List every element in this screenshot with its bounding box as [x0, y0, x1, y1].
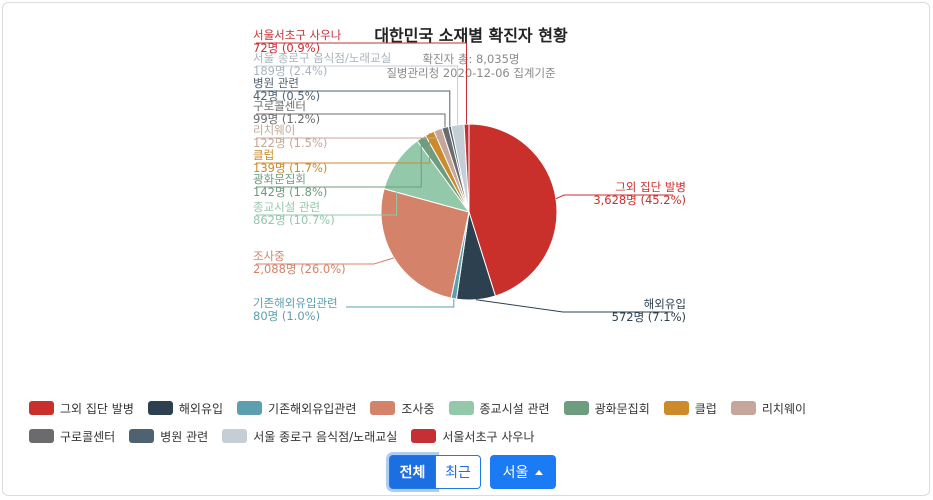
slice-value-label: 2,088명 (26.0%): [253, 262, 346, 276]
label-connector: [256, 90, 451, 127]
legend-label: 구로콜센터: [60, 429, 116, 444]
all-period-button[interactable]: 전체: [389, 455, 436, 489]
legend-swatch: [29, 429, 54, 443]
legend-item[interactable]: 종교시설 관련: [448, 397, 550, 419]
label-connector: [256, 162, 398, 216]
legend-label: 서울 종로구 음식점/노래교실: [253, 429, 398, 444]
legend-label: 서울서초구 사우나: [442, 429, 535, 444]
region-dropdown-button[interactable]: 서울: [490, 455, 556, 489]
recent-period-button[interactable]: 최근: [436, 455, 481, 489]
legend-item[interactable]: 병원 관련: [129, 425, 208, 447]
legend-swatch: [222, 429, 248, 443]
legend-swatch: [147, 401, 173, 415]
legend-item[interactable]: 클럽: [663, 397, 717, 419]
legend-label: 그외 집단 발병: [60, 401, 134, 416]
legend-swatch: [663, 401, 689, 415]
legend-swatch: [129, 429, 155, 443]
label-connector: [256, 65, 459, 125]
chart-title: 대한민국 소재별 확진자 현황: [374, 26, 568, 45]
label-connector: [476, 299, 673, 313]
legend-swatch: [237, 401, 263, 415]
slice-value-label: 122명 (1.5%): [253, 136, 327, 150]
legend-swatch: [411, 429, 437, 443]
label-connector: [256, 113, 446, 128]
slice-name-label: 기존해외유입관련: [253, 296, 338, 310]
legend-item[interactable]: 해외유입: [147, 397, 224, 419]
slice-name-label: 병원 관련: [253, 76, 299, 90]
label-connector: [256, 133, 431, 164]
legend-swatch: [563, 401, 589, 415]
legend-swatch: [730, 401, 756, 415]
region-dropdown-label: 서울: [502, 465, 529, 481]
legend-label: 병원 관련: [160, 429, 209, 444]
label-connector: [256, 42, 467, 124]
legend-swatch: [370, 401, 396, 415]
legend-item[interactable]: 그외 집단 발병: [29, 397, 134, 419]
slice-value-label: 72명 (0.9%): [253, 41, 320, 55]
slice-name-label: 그외 집단 발병: [615, 180, 686, 194]
slice-value-label: 80명 (1.0%): [253, 309, 320, 323]
legend-item[interactable]: 서울 종로구 음식점/노래교실: [222, 425, 397, 447]
legend-item[interactable]: 구로콜센터: [29, 425, 115, 447]
legend-label: 광화문집회: [594, 401, 650, 416]
legend-swatch: [448, 401, 474, 415]
legend-item[interactable]: 기존해외유입관련: [237, 397, 356, 419]
slice-name-label: 구로콜센터: [253, 99, 306, 113]
legend-label: 리치웨이: [761, 401, 807, 416]
slice-value-label: 42명 (0.5%): [253, 89, 320, 103]
period-toggle: 전체 최근: [389, 455, 481, 489]
slice-name-label: 서울 종로구 음식점/노래교실: [253, 51, 391, 65]
pie-slice[interactable]: [380, 188, 470, 299]
pie-chart: 대한민국 소재별 확진자 현황 확진자 총: 8,035명 질병관리청 2020…: [253, 26, 686, 324]
slice-name-label: 해외유입: [644, 297, 686, 311]
slice-name-label: 리치웨이: [253, 123, 295, 137]
slice-value-label: 189명 (2.4%): [253, 64, 327, 78]
chart-subtitle-source: 질병관리청 2020-12-06 집계기준: [386, 66, 555, 80]
legend-item[interactable]: 서울서초구 사우나: [411, 425, 534, 447]
slice-value-label: 99명 (1.2%): [253, 112, 320, 126]
legend-label: 조사중: [401, 401, 435, 416]
legend-label: 종교시설 관련: [479, 401, 550, 416]
slice-value-label: 572명 (7.1%): [612, 310, 686, 324]
slice-name-label: 종교시설 관련: [253, 200, 320, 214]
slice-value-label: 142명 (1.8%): [253, 185, 327, 199]
label-connector: [555, 194, 673, 200]
legend-swatch: [29, 401, 54, 415]
chart-subtitle-total: 확진자 총: 8,035명: [422, 52, 519, 66]
pie-slice[interactable]: [463, 123, 470, 213]
caret-up-icon: [535, 469, 544, 475]
label-connector: [346, 298, 455, 308]
slice-value-label: 139명 (1.7%): [253, 161, 327, 175]
slice-name-label: 광화문집회: [253, 172, 306, 186]
slice-value-label: 862명 (10.7%): [253, 213, 335, 227]
legend-item[interactable]: 리치웨이: [730, 397, 807, 419]
slice-value-label: 3,628명 (45.2%): [593, 193, 686, 207]
chart-legend: 그외 집단 발병 해외유입 기존해외유입관련 조사중 종교시설 관련 광화문집회 클럽 리치웨…: [29, 397, 919, 447]
legend-label: 클럽: [694, 401, 717, 416]
legend-item[interactable]: 광화문집회: [563, 397, 650, 419]
label-connector: [256, 138, 422, 188]
legend-label: 기존해외유입관련: [268, 401, 357, 416]
slice-name-label: 클럽: [253, 148, 274, 162]
legend-label: 해외유입: [178, 401, 224, 416]
label-connector: [256, 257, 395, 265]
label-connector: [256, 129, 439, 139]
slice-name-label: 조사중: [253, 249, 285, 263]
slice-name-label: 서울서초구 사우나: [253, 28, 342, 42]
legend-item[interactable]: 조사중: [370, 397, 435, 419]
